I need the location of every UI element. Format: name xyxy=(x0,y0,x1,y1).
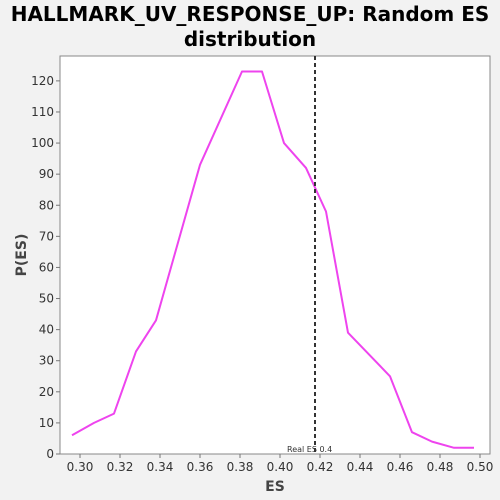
y-tick-label: 100 xyxy=(31,136,54,150)
x-tick-label: 0.36 xyxy=(187,460,214,474)
series-line xyxy=(71,70,474,449)
x-tick-label: 0.34 xyxy=(147,460,174,474)
x-tick-label: 0.50 xyxy=(467,460,494,474)
y-tick-label: 110 xyxy=(31,105,54,119)
x-axis: 0.30 0.32 0.34 0.36 0.38 0.40 0.42 0.44 0.46 0.48… xyxy=(67,454,494,474)
reference-layer: Real ES 0.4 xyxy=(287,56,332,454)
y-tick-label: 60 xyxy=(39,260,54,274)
y-tick-label: 10 xyxy=(39,416,54,430)
y-tick-label: 50 xyxy=(39,292,54,306)
y-tick-label: 30 xyxy=(39,354,54,368)
y-tick-label: 40 xyxy=(39,323,54,337)
x-tick-label: 0.32 xyxy=(107,460,134,474)
y-axis: 0 10 20 30 40 50 60 70 80 90 100 110 120 xyxy=(31,74,60,461)
real-es-label: Real ES 0.4 xyxy=(287,445,332,454)
x-tick-label: 0.44 xyxy=(347,460,374,474)
chart-title: HALLMARK_UV_RESPONSE_UP: Random ES distr… xyxy=(0,2,500,52)
x-tick-label: 0.42 xyxy=(307,460,334,474)
chart-title-line-1: HALLMARK_UV_RESPONSE_UP: Random ES xyxy=(10,2,490,26)
y-tick-label: 70 xyxy=(39,229,54,243)
y-tick-label: 80 xyxy=(39,198,54,212)
y-axis-label: P(ES) xyxy=(14,234,30,277)
plot-area xyxy=(59,55,491,455)
y-tick-label: 120 xyxy=(31,74,54,88)
x-axis-label: ES xyxy=(265,479,285,495)
x-tick-label: 0.40 xyxy=(267,460,294,474)
x-tick-label: 0.30 xyxy=(67,460,94,474)
x-tick-label: 0.48 xyxy=(427,460,454,474)
x-tick-label: 0.46 xyxy=(387,460,414,474)
y-tick-label: 20 xyxy=(39,385,54,399)
x-tick-label: 0.38 xyxy=(227,460,254,474)
chart-title-line-2: distribution xyxy=(183,27,317,51)
series-layer xyxy=(71,70,474,449)
y-tick-label: 0 xyxy=(46,447,54,461)
y-tick-label: 90 xyxy=(39,167,54,181)
